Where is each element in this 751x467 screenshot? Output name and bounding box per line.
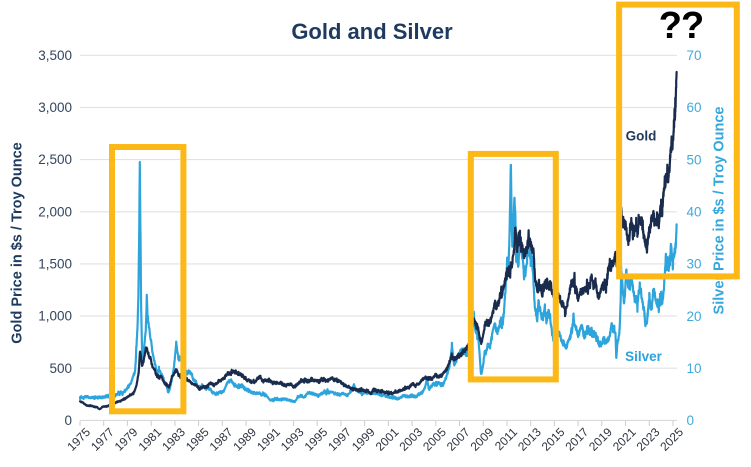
svg-text:Gold: Gold <box>626 129 657 144</box>
svg-text:3,000: 3,000 <box>38 100 72 115</box>
svg-text:40: 40 <box>687 205 702 220</box>
svg-text:Gold Price in $s / Troy Ounce: Gold Price in $s / Troy Ounce <box>10 142 26 343</box>
svg-text:Silver Price in $s / Troy Ounc: Silver Price in $s / Troy Ounce <box>712 107 728 315</box>
svg-text:Gold and Silver: Gold and Silver <box>291 19 453 44</box>
svg-text:30: 30 <box>687 257 702 272</box>
svg-text:10: 10 <box>687 361 702 376</box>
svg-text:60: 60 <box>687 100 702 115</box>
svg-text:0: 0 <box>64 413 72 428</box>
svg-text:1,000: 1,000 <box>38 309 72 324</box>
svg-text:2,500: 2,500 <box>38 152 72 167</box>
svg-text:50: 50 <box>687 152 702 167</box>
svg-text:3,500: 3,500 <box>38 48 72 63</box>
svg-text:0: 0 <box>687 413 695 428</box>
svg-text:1,500: 1,500 <box>38 257 72 272</box>
svg-text:Silver: Silver <box>625 349 663 364</box>
svg-text:??: ?? <box>659 5 703 47</box>
svg-text:70: 70 <box>687 48 702 63</box>
svg-text:20: 20 <box>687 309 702 324</box>
svg-text:500: 500 <box>49 361 72 376</box>
svg-text:2,000: 2,000 <box>38 204 72 219</box>
